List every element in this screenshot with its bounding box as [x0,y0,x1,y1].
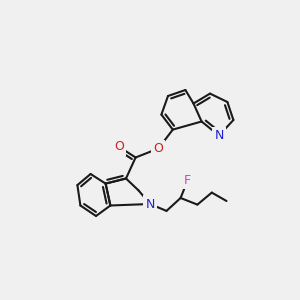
Text: N: N [214,129,224,142]
Text: N: N [145,197,155,211]
Text: F: F [184,174,191,187]
Text: O: O [115,140,124,154]
Text: O: O [154,142,163,155]
